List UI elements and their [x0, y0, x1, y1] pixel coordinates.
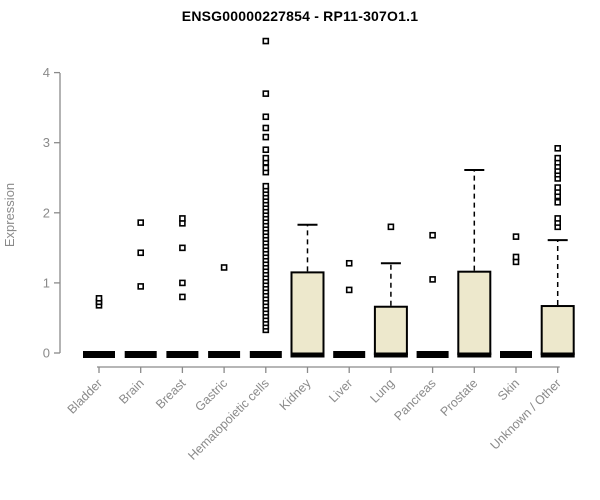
y-tick-label: 3 — [43, 135, 50, 150]
outlier-point — [262, 90, 270, 97]
x-tick-label: Brain — [116, 376, 147, 407]
outlier-point — [262, 154, 270, 162]
outlier-point — [262, 133, 270, 141]
y-tick-label: 1 — [43, 275, 50, 290]
collapsed-box — [166, 351, 199, 358]
outlier-point — [554, 198, 562, 206]
outlier-point — [345, 259, 353, 267]
y-tick-label: 2 — [43, 205, 50, 220]
outlier-point — [137, 249, 144, 257]
x-tick-label: Gastric — [192, 376, 230, 414]
collapsed-box — [500, 351, 532, 358]
category-group-brain: Brain — [116, 219, 157, 407]
outlier-point — [262, 146, 270, 154]
collapsed-box — [333, 351, 366, 358]
outlier-point — [345, 286, 353, 294]
outlier-point — [387, 223, 395, 231]
collapsed-box — [124, 351, 157, 358]
y-tick-label: 4 — [43, 65, 50, 80]
x-tick-label: Unknown / Other — [488, 376, 564, 452]
box — [457, 270, 492, 355]
outlier-point — [179, 215, 186, 222]
outlier-point — [137, 219, 144, 226]
outlier-point — [262, 182, 270, 190]
category-group-bladder: Bladder — [65, 295, 115, 417]
outlier-point — [179, 244, 186, 252]
outlier-point — [512, 233, 520, 240]
box — [373, 305, 408, 356]
category-group-kidney: Kidney — [277, 223, 325, 413]
x-tick-label: Bladder — [65, 376, 105, 416]
outlier-point — [554, 154, 562, 162]
x-tick-label: Breast — [153, 376, 189, 412]
outlier-point — [137, 283, 144, 290]
outlier-point — [554, 145, 562, 152]
outlier-point — [95, 295, 103, 302]
x-tick-label: Skin — [495, 376, 522, 403]
x-tick-label: Kidney — [277, 376, 314, 413]
y-axis-title: Expression — [2, 183, 17, 247]
category-group-skin: Skin — [495, 233, 532, 403]
category-group-breast: Breast — [153, 215, 199, 412]
collapsed-box — [249, 351, 282, 358]
collapsed-box — [208, 351, 241, 358]
y-tick-label: 0 — [43, 346, 50, 361]
x-tick-label: Lung — [367, 376, 397, 406]
outlier-point — [429, 276, 436, 283]
outlier-point — [554, 184, 562, 191]
collapsed-box — [83, 351, 115, 358]
outlier-point — [220, 264, 228, 271]
chart-title: ENSG00000227854 - RP11-307O1.1 — [181, 8, 419, 24]
x-tick-label: Pancreas — [391, 376, 438, 423]
outlier-point — [554, 215, 562, 222]
outlier-point — [179, 279, 186, 287]
x-tick-label: Prostate — [438, 376, 481, 419]
outlier-point — [512, 253, 520, 261]
box — [290, 271, 325, 356]
collapsed-box — [416, 351, 449, 358]
category-group-liver: Liver — [326, 259, 366, 405]
category-group-gastric: Gastric — [192, 264, 241, 414]
x-tick-label: Hematopoietic cells — [185, 376, 272, 463]
box — [540, 305, 575, 355]
outlier-point — [179, 293, 186, 301]
outlier-point — [262, 113, 270, 121]
outlier-point — [429, 231, 436, 239]
x-tick-label: Liver — [326, 376, 355, 405]
outlier-point — [262, 164, 270, 172]
category-group-unknown-other: Unknown / Other — [488, 145, 575, 452]
category-group-lung: Lung — [367, 223, 408, 406]
outlier-point — [262, 37, 270, 45]
category-group-prostate: Prostate — [438, 169, 492, 419]
outlier-point — [262, 124, 270, 132]
